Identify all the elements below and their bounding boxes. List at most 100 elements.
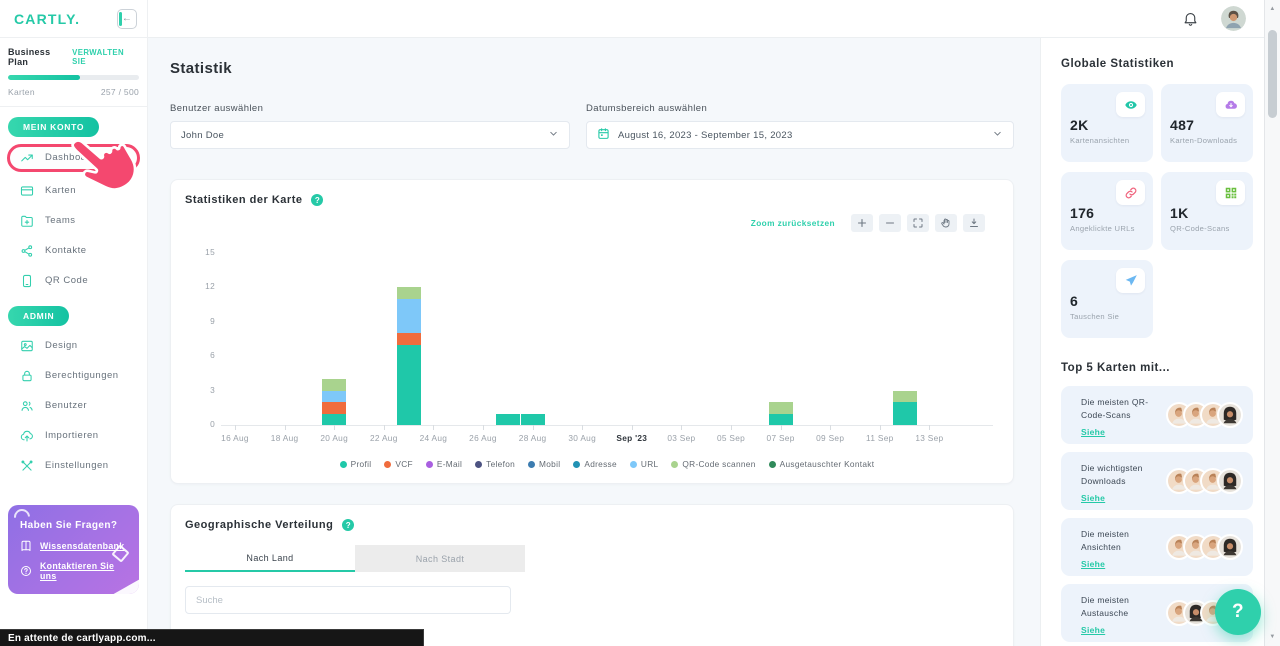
help-card: Haben Sie Fragen? Wissensdatenbank Kontak…	[8, 504, 139, 594]
users-icon	[20, 399, 34, 413]
help-icon[interactable]: ?	[311, 194, 324, 206]
tab-nach-stadt[interactable]: Nach Stadt	[355, 545, 525, 572]
eye-icon	[1116, 92, 1145, 117]
scrollbar-down-arrow[interactable]: ▼	[1269, 634, 1276, 640]
global-stats-grid: 2K Kartenansichten 487 Karten-Downloads 176 A…	[1061, 84, 1264, 338]
legend-item-ausgetauschter-kontakt[interactable]: Ausgetauschter Kontakt	[768, 459, 875, 469]
pan-button[interactable]	[935, 214, 957, 232]
download-button[interactable]	[963, 214, 985, 232]
arrow-left-icon: ←	[121, 12, 133, 24]
legend-item-e-mail[interactable]: E-Mail	[425, 459, 462, 469]
sidebar-collapse-button[interactable]: ←	[117, 8, 137, 29]
legend-dot	[629, 460, 637, 468]
sidebar-item-berechtigungen[interactable]: Berechtigungen	[0, 361, 147, 391]
chart-legend: Profil VCF E-Mail Telefon Mobil Adresse URL QR-…	[221, 459, 993, 469]
sidebar-item-design[interactable]: Design	[0, 331, 147, 361]
main-content: Statistik Benutzer auswählen John Doe Da…	[148, 38, 1040, 646]
sidebar-item-label: Importieren	[45, 430, 99, 441]
section-mein-konto: MEIN KONTO	[8, 116, 100, 137]
zoom-in-button[interactable]	[851, 214, 873, 232]
bar-12-sep[interactable]	[892, 390, 917, 425]
cartly-logo: CARTLY.	[14, 10, 81, 27]
selection-zoom-button[interactable]	[907, 214, 929, 232]
sidebar-item-dashboard[interactable]: Dashboard	[7, 143, 140, 172]
trend-icon	[20, 151, 34, 165]
cards-count: 257 / 500	[100, 86, 139, 97]
chart-toolbar: Zoom zurücksetzen	[185, 214, 985, 232]
legend-item-adresse[interactable]: Adresse	[573, 459, 617, 469]
siehe-link[interactable]: Siehe	[1081, 493, 1106, 504]
y-axis-label: 6	[210, 350, 215, 360]
top5-label: Die meisten Ansichten	[1081, 529, 1130, 553]
manage-plan-link[interactable]: VERWALTEN SIE	[72, 48, 124, 66]
x-axis-label: 26 Aug	[469, 433, 497, 443]
legend-dot	[339, 460, 347, 468]
sidebar-item-einstellungen[interactable]: Einstellungen	[0, 451, 147, 481]
legend-item-telefon[interactable]: Telefon	[475, 459, 515, 469]
sidebar-item-label: Dashboard	[45, 152, 96, 163]
user-select[interactable]: John Doe	[170, 121, 570, 149]
geo-search-input[interactable]	[185, 586, 511, 614]
x-axis-tick	[929, 425, 931, 430]
bar-23-aug[interactable]	[396, 287, 421, 425]
zoom-out-button[interactable]	[879, 214, 901, 232]
legend-item-profil[interactable]: Profil	[339, 459, 372, 469]
bar-segment-qr-code-scannen	[322, 379, 347, 391]
x-axis-tick	[334, 425, 336, 430]
y-axis-label: 3	[210, 384, 215, 395]
sidebar-item-teams[interactable]: Teams	[0, 206, 147, 236]
bar-27-aug[interactable]	[495, 413, 520, 425]
floating-help-button[interactable]: ?	[1215, 589, 1261, 635]
sidebar-item-kontakte[interactable]: Kontakte	[0, 236, 147, 266]
help-link-wissensdatenbank[interactable]: Wissensdatenbank	[20, 540, 129, 552]
page-title: Statistik	[170, 60, 232, 77]
user-select-label: Benutzer auswählen	[170, 103, 264, 114]
top5-card-die-meisten-ansichten: Die meisten Ansichten Siehe	[1061, 518, 1253, 576]
cards-progress-fill	[8, 75, 81, 80]
bar-28-aug[interactable]	[520, 413, 545, 425]
send-icon	[1116, 268, 1145, 293]
x-axis-label: 20 Aug	[320, 433, 349, 443]
top5-card-die-meisten-qr-code-scans: Die meisten QR-Code-Scans Siehe	[1061, 386, 1253, 444]
stat-label: Tauschen Sie	[1070, 312, 1120, 321]
x-axis-tick	[780, 425, 782, 430]
stat-label: Karten-Downloads	[1170, 136, 1238, 145]
legend-item-vcf[interactable]: VCF	[384, 459, 413, 469]
help-card-title: Haben Sie Fragen?	[20, 519, 118, 531]
scrollbar-thumb[interactable]	[1268, 30, 1277, 118]
legend-item-mobil[interactable]: Mobil	[528, 459, 560, 469]
avatar-group	[1166, 534, 1243, 560]
y-axis-label: 15	[205, 246, 215, 257]
notifications-bell-icon[interactable]	[1182, 10, 1199, 27]
sidebar-item-label: Berechtigungen	[45, 370, 119, 381]
x-axis-tick	[532, 425, 534, 430]
legend-item-qr-code-scannen[interactable]: QR-Code scannen	[671, 459, 755, 469]
sidebar-item-label: Karten	[45, 185, 76, 196]
user-avatar[interactable]	[1221, 6, 1246, 31]
legend-item-url[interactable]: URL	[629, 459, 659, 469]
bar-20-aug[interactable]	[322, 379, 347, 425]
siehe-link[interactable]: Siehe	[1081, 427, 1106, 438]
sidebar-item-label: Design	[45, 340, 78, 351]
scrollbar-up-arrow[interactable]: ▲	[1269, 6, 1276, 12]
page-scrollbar[interactable]: ▲ ▼	[1264, 0, 1280, 646]
tab-nach-land[interactable]: Nach Land	[185, 545, 355, 572]
sidebar-item-qr-code[interactable]: QR Code	[0, 266, 147, 296]
sidebar-item-karten[interactable]: Karten	[0, 176, 147, 206]
sidebar-item-benutzer[interactable]: Benutzer	[0, 391, 147, 421]
help-link-kontaktieren-sie-uns[interactable]: Kontaktieren Sie uns	[20, 561, 129, 581]
chart-plot-area: 0 3 6 9 12 15	[205, 246, 993, 430]
date-range-input[interactable]: August 16, 2023 - September 15, 2023	[586, 121, 1014, 149]
bar-07-sep[interactable]	[768, 402, 793, 425]
x-axis-tick	[731, 425, 732, 430]
stat-label: QR-Code-Scans	[1170, 224, 1230, 233]
book-icon	[20, 540, 32, 552]
sidebar-item-importieren[interactable]: Importieren	[0, 421, 147, 451]
legend-dot	[528, 460, 536, 468]
siehe-link[interactable]: Siehe	[1081, 625, 1106, 636]
help-icon[interactable]: ?	[342, 519, 355, 531]
bar-segment-profil	[396, 344, 421, 425]
siehe-link[interactable]: Siehe	[1081, 559, 1106, 570]
geo-tabs: Nach Land Nach Stadt	[185, 545, 525, 572]
reset-zoom-button[interactable]: Zoom zurücksetzen	[750, 218, 835, 228]
